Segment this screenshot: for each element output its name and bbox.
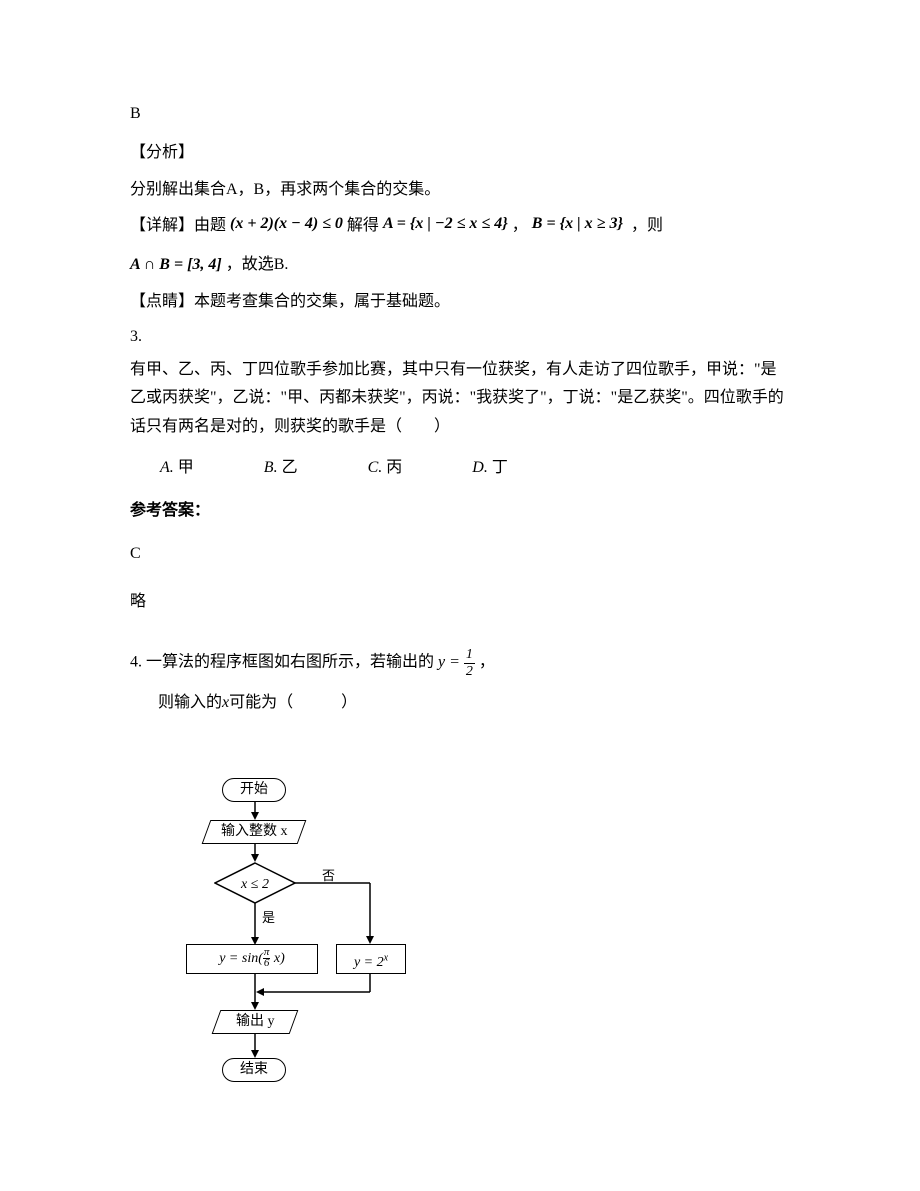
q4-fraction-num: 1 [464, 647, 475, 663]
fc-yes-label: 是 [262, 906, 275, 929]
q4-fraction: 1 2 [464, 647, 475, 679]
q4-text2: ， [479, 654, 495, 671]
fc-input-text: 输入整数 x [221, 821, 288, 843]
q3-body: 有甲、乙、丙、丁四位歌手参加比赛，其中只有一位获奖，有人走访了四位歌手，甲说："… [130, 356, 790, 442]
detail-label: 【详解】由题 [130, 217, 226, 234]
q4-line1: 4. 一算法的程序框图如右图所示，若输出的 y = 1 2 ， [130, 647, 790, 679]
fc-input: 输入整数 x [202, 820, 307, 844]
fc-decision-text: x ≤ 2 [214, 872, 296, 897]
q3-option-a: A. 甲 [160, 454, 194, 483]
detail-mid3: ，则 [631, 217, 663, 234]
q4-number: 4. [130, 654, 142, 671]
detail-mid2: ， [512, 217, 528, 234]
q4-fraction-den: 2 [464, 664, 475, 679]
q3-option-c-text: 丙 [386, 459, 402, 476]
q4-line2: 则输入的x可能为（ ） [158, 689, 790, 718]
q3-answer: C [130, 540, 790, 569]
q3-omit: 略 [130, 588, 790, 617]
q3-option-a-text: 甲 [178, 459, 194, 476]
fc-decision: x ≤ 2 [214, 862, 296, 904]
analysis-text: 分别解出集合A，B，再求两个集合的交集。 [130, 176, 790, 205]
formula-intersection: A ∩ B = [3, 4] [130, 256, 222, 273]
formula-set-a: A = {x | −2 ≤ x ≤ 4} [383, 215, 508, 232]
formula-inequality: (x + 2)(x − 4) ≤ 0 [230, 215, 343, 232]
detail-end: ，故选B. [226, 256, 289, 273]
fc-start: 开始 [222, 778, 286, 802]
flowchart: 开始 输入整数 x x ≤ 2 否 是 y = sin(π6 x) y = 2x… [180, 778, 440, 1108]
fc-process-no: y = 2x [336, 944, 406, 974]
fc-output: 输出 y [212, 1010, 299, 1034]
q4-text4: 可能为（ ） [229, 694, 357, 711]
fc-output-text: 输出 y [236, 1011, 275, 1033]
q3-options: A. 甲 B. 乙 C. 丙 D. 丁 [160, 454, 790, 483]
q2-answer: B [130, 100, 790, 129]
formula-set-b: B = {x | x ≥ 3} [532, 215, 623, 232]
remark-label: 【点睛】 [130, 293, 194, 310]
remark-text: 本题考查集合的交集，属于基础题。 [194, 293, 450, 310]
q3-option-b-text: 乙 [282, 459, 298, 476]
detail-line2: A ∩ B = [3, 4] ，故选B. [130, 251, 790, 280]
q4-text1: 一算法的程序框图如右图所示，若输出的 [146, 654, 434, 671]
q3-option-b: B. 乙 [264, 454, 298, 483]
q3-option-d-text: 丁 [492, 459, 508, 476]
q4-text3: 则输入的 [158, 694, 222, 711]
q3-option-c: C. 丙 [368, 454, 403, 483]
q3-option-d: D. 丁 [472, 454, 508, 483]
q4-eq-lhs: y = [438, 654, 460, 671]
remark-line: 【点睛】本题考查集合的交集，属于基础题。 [130, 288, 790, 317]
q3-number: 3. [130, 323, 790, 352]
fc-end: 结束 [222, 1058, 286, 1082]
q3-ref-label: 参考答案： [130, 497, 790, 526]
detail-mid1: 解得 [347, 217, 379, 234]
detail-line1: 【详解】由题 (x + 2)(x − 4) ≤ 0 解得 A = {x | −2… [130, 212, 790, 241]
fc-process-yes: y = sin(π6 x) [186, 944, 318, 974]
analysis-label: 【分析】 [130, 139, 790, 168]
